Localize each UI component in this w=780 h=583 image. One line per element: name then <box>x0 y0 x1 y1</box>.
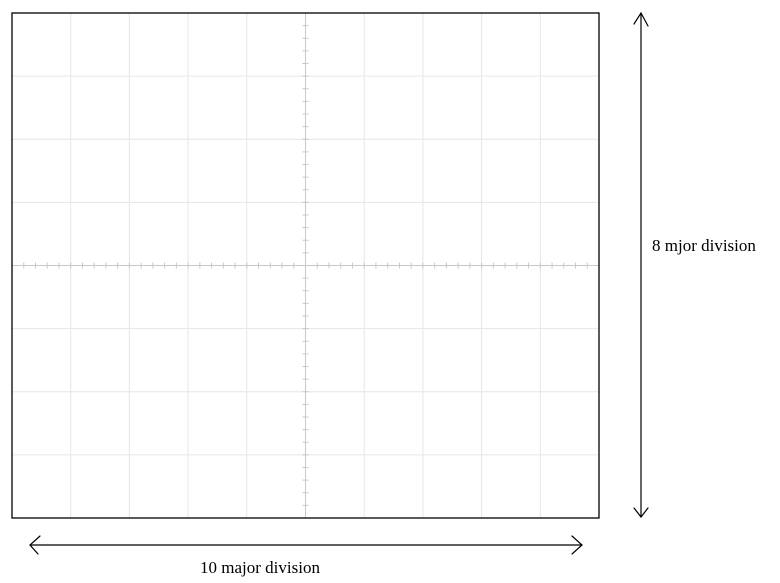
vertical-division-label: 8 mjor division <box>652 236 756 255</box>
horizontal-dimension-arrow <box>29 535 583 555</box>
horizontal-division-label: 10 major division <box>200 558 320 577</box>
graticule-center-ticks <box>12 13 599 518</box>
vertical-dimension-arrow <box>633 11 649 518</box>
screen-frame <box>11 12 600 519</box>
